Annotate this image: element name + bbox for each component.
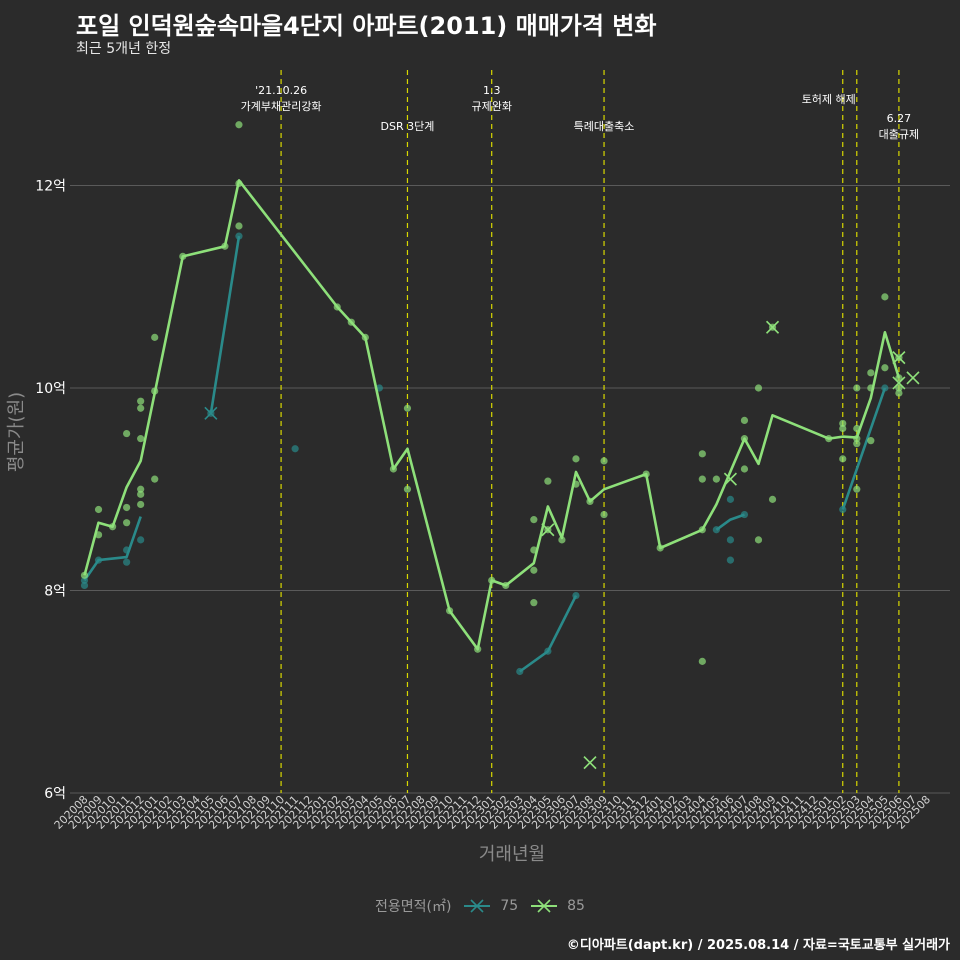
data-point-85 bbox=[600, 457, 608, 465]
data-point-85 bbox=[867, 437, 875, 445]
event-label: 특례대출축소 bbox=[574, 120, 635, 133]
data-point-85 bbox=[853, 440, 861, 448]
x-marker-75 bbox=[204, 406, 218, 420]
legend-label-85: 85 bbox=[567, 898, 585, 914]
event-label: '21.10.26 bbox=[255, 84, 307, 97]
data-point-85 bbox=[572, 455, 580, 463]
series-line-75 bbox=[209, 235, 241, 414]
x-marker-85 bbox=[892, 351, 906, 365]
event-label: 가계부채관리강화 bbox=[241, 100, 322, 113]
x-marker-85 bbox=[723, 472, 737, 486]
event-label: 6.27 bbox=[887, 112, 912, 125]
event-label: 규제완화 bbox=[471, 100, 511, 113]
data-point-85 bbox=[94, 505, 103, 514]
data-point-85 bbox=[137, 490, 145, 498]
data-point-85 bbox=[123, 519, 131, 527]
y-tick-label: 8억 bbox=[44, 584, 66, 600]
data-point-85 bbox=[123, 503, 131, 512]
data-point-85 bbox=[600, 510, 608, 519]
data-point-85 bbox=[137, 435, 145, 443]
series-line-85 bbox=[83, 179, 901, 651]
data-point-75 bbox=[123, 558, 131, 566]
data-point-85 bbox=[754, 384, 763, 392]
data-point-85 bbox=[740, 416, 749, 424]
data-point-85 bbox=[712, 475, 720, 483]
legend: 전용면적(㎡) 75 85 bbox=[0, 896, 960, 916]
legend-label-75: 75 bbox=[500, 898, 519, 914]
series-line-75 bbox=[841, 387, 887, 510]
data-point-85 bbox=[698, 657, 706, 665]
data-point-85 bbox=[698, 475, 706, 483]
y-tick-label: 12억 bbox=[35, 179, 66, 195]
series-line-75 bbox=[519, 595, 578, 673]
data-point-85 bbox=[235, 222, 243, 230]
data-point-85 bbox=[754, 536, 763, 544]
chart-title: 포일 인덕원숲속마을4단지 아파트(2011) 매매가격 변화 bbox=[76, 12, 657, 40]
data-point-75 bbox=[291, 445, 299, 453]
data-point-85 bbox=[530, 599, 538, 607]
data-point-85 bbox=[544, 477, 552, 485]
data-point-85 bbox=[740, 465, 749, 473]
event-label: 1.3 bbox=[483, 84, 501, 97]
data-point-75 bbox=[726, 556, 735, 564]
data-point-85 bbox=[698, 450, 706, 458]
data-point-85 bbox=[853, 485, 861, 493]
y-axis-title: 평균가(원) bbox=[6, 392, 27, 472]
data-point-85 bbox=[403, 404, 412, 412]
data-point-85 bbox=[137, 500, 145, 509]
x-marker-85 bbox=[892, 376, 906, 390]
y-tick-label: 10억 bbox=[35, 381, 66, 397]
data-point-85 bbox=[530, 566, 538, 574]
data-point-85 bbox=[839, 455, 847, 463]
data-point-75 bbox=[80, 581, 89, 590]
data-point-85 bbox=[137, 404, 145, 412]
data-point-85 bbox=[839, 424, 847, 433]
x-marker-85 bbox=[583, 756, 597, 770]
data-point-85 bbox=[853, 384, 861, 392]
data-point-85 bbox=[881, 293, 889, 301]
data-point-85 bbox=[151, 475, 159, 483]
data-point-85 bbox=[768, 495, 777, 503]
data-point-85 bbox=[895, 384, 903, 392]
data-point-85 bbox=[235, 121, 243, 129]
series-line-75 bbox=[83, 516, 142, 582]
credit-footer: ©디아파트(dapt.kr) / 2025.08.14 / 자료=국토교통부 실… bbox=[566, 938, 950, 953]
data-point-85 bbox=[137, 485, 145, 493]
data-point-85 bbox=[867, 369, 875, 377]
data-point-85 bbox=[558, 536, 566, 544]
event-label: DSR 3단계 bbox=[381, 120, 435, 133]
data-point-85 bbox=[123, 429, 131, 438]
legend-key-75-icon bbox=[463, 899, 490, 913]
legend-key-85-icon bbox=[530, 899, 557, 913]
data-point-85 bbox=[151, 333, 159, 341]
x-axis-title: 거래년월 bbox=[479, 844, 545, 865]
event-label: 대출규제 bbox=[879, 128, 919, 141]
legend-title: 전용면적(㎡) bbox=[375, 899, 452, 915]
data-point-75 bbox=[137, 536, 145, 544]
x-marker-85 bbox=[906, 371, 920, 385]
data-point-85 bbox=[137, 397, 145, 405]
x-marker-85 bbox=[765, 320, 780, 334]
data-point-85 bbox=[881, 364, 889, 372]
data-point-85 bbox=[403, 485, 412, 493]
x-marker-85 bbox=[541, 523, 555, 537]
series-line-75 bbox=[715, 513, 745, 531]
data-point-85 bbox=[839, 419, 847, 428]
y-tick-label: 6억 bbox=[44, 786, 66, 802]
data-point-75 bbox=[726, 495, 735, 503]
data-point-75 bbox=[726, 536, 735, 544]
data-point-85 bbox=[895, 389, 903, 397]
event-label: 토허제 해제 bbox=[802, 92, 856, 106]
chart-subtitle: 최근 5개년 한정 bbox=[76, 41, 172, 57]
data-point-85 bbox=[530, 516, 538, 524]
